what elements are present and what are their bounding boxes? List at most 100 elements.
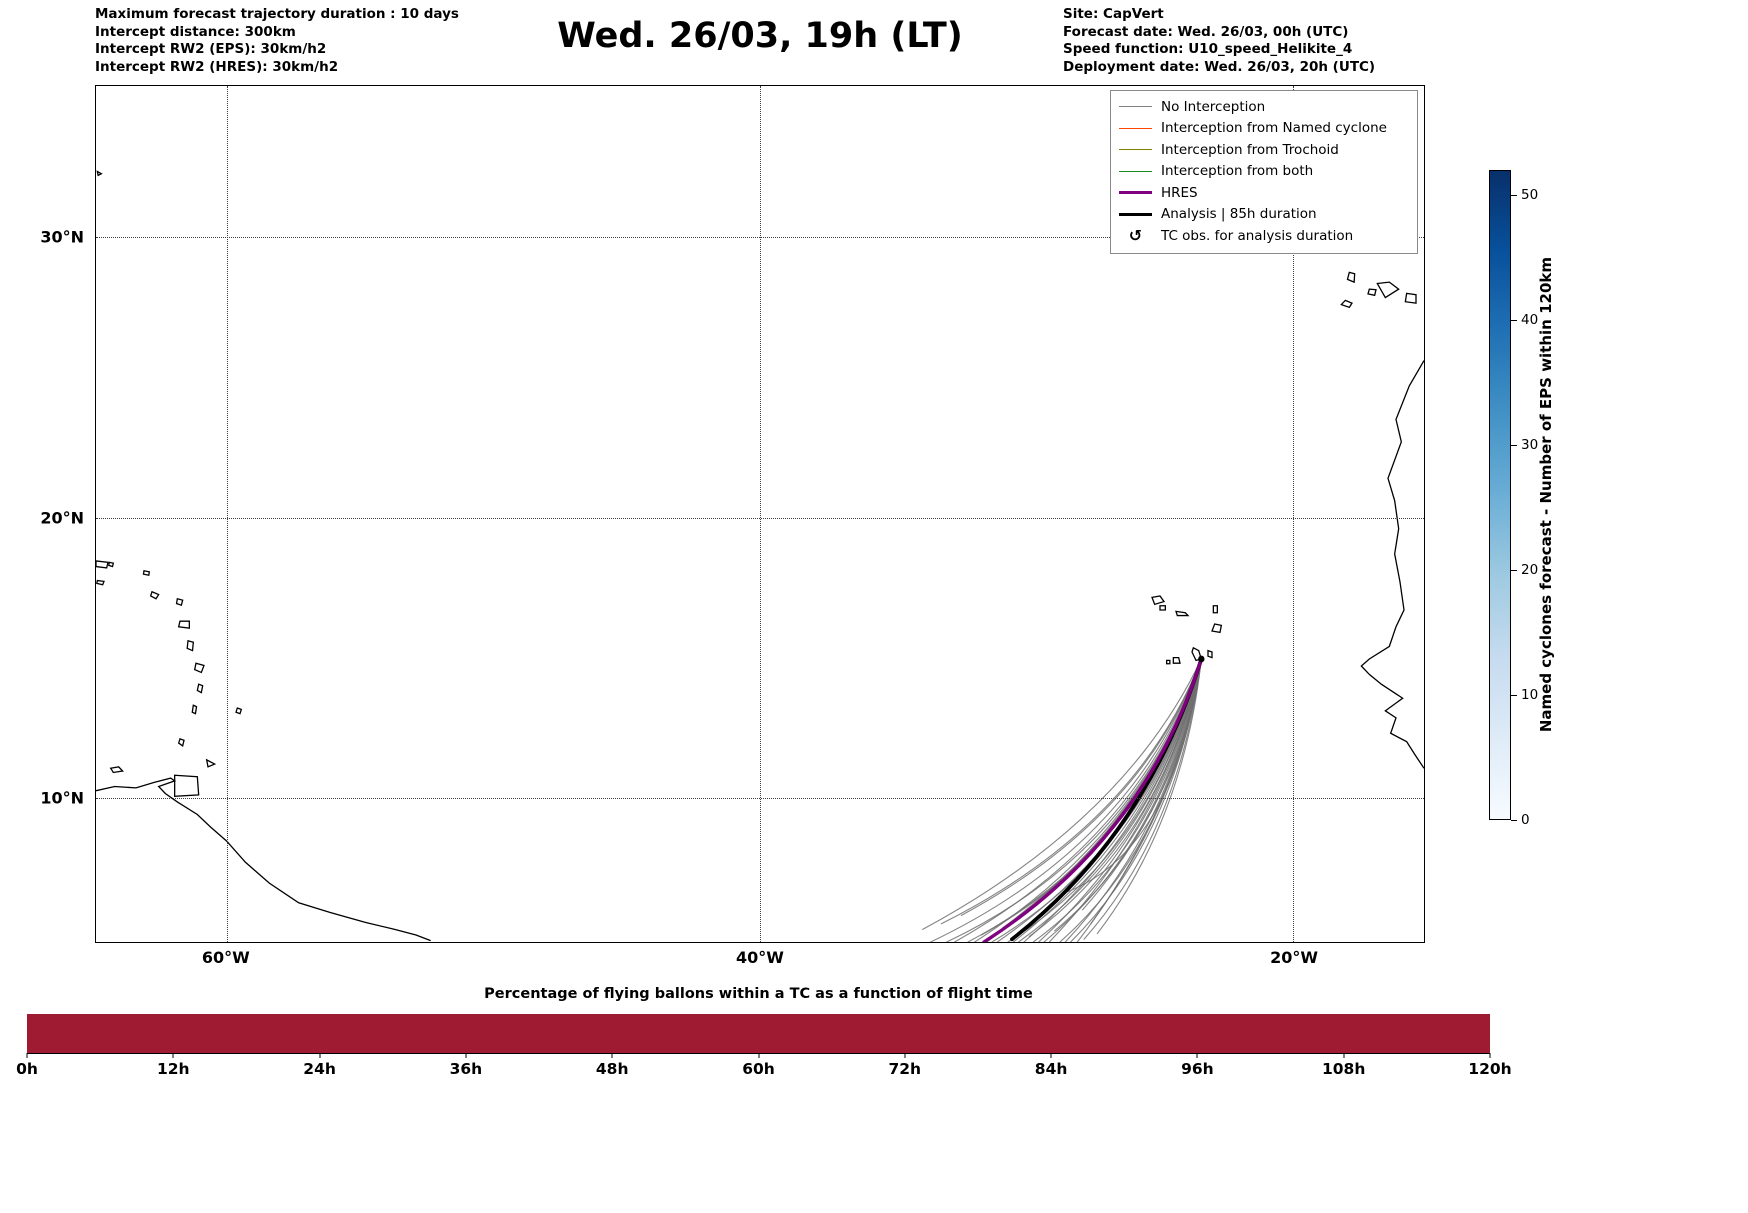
- intercept-distance-text: Intercept distance: 300km: [95, 23, 296, 40]
- legend-entry: ↺ TC obs. for analysis duration: [1119, 225, 1407, 247]
- bottom-chart-title: Percentage of flying ballons within a TC…: [484, 986, 1033, 1002]
- flight-time-tick-label: 36h: [449, 1060, 483, 1078]
- coastline: [151, 592, 159, 599]
- colorbar-tick-label: 50: [1521, 187, 1539, 203]
- site-text: Site: CapVert: [1063, 6, 1164, 22]
- coastline: [143, 571, 149, 575]
- eps-trajectory: [1083, 659, 1202, 910]
- coastline: [1173, 658, 1180, 664]
- coastline: [1167, 660, 1170, 663]
- coastline: [187, 641, 193, 651]
- latitude-axis: 30°N 20°N 10°N: [0, 85, 88, 943]
- legend-line-sample: [1119, 170, 1152, 172]
- ytick-label: 10°N: [40, 788, 84, 808]
- gridline-lon-40w: [760, 86, 761, 942]
- coastline: [97, 171, 101, 175]
- flight-time-tick-label: 60h: [742, 1060, 775, 1078]
- ytick-label: 20°N: [40, 508, 84, 527]
- coastline: [1160, 606, 1165, 610]
- flight-time-tick-label: 48h: [595, 1060, 629, 1078]
- eps-trajectory: [923, 659, 1202, 929]
- map-geometry-svg: [96, 86, 1424, 942]
- coastline: [109, 562, 114, 566]
- eps-trajectory: [941, 659, 1201, 924]
- coastline: [207, 760, 215, 767]
- speed-function-text: Speed function: U10_speed_Helikite_4: [1063, 41, 1353, 57]
- eps-trajectory: [997, 659, 1201, 942]
- launch-point: [1198, 655, 1205, 663]
- coastline: [197, 684, 202, 692]
- coastline: [1347, 272, 1354, 282]
- colorbar-tick-label: 20: [1521, 562, 1539, 578]
- colorbar: [1489, 170, 1511, 820]
- trajectory-map: No Interception Interception from Named c…: [95, 85, 1425, 943]
- coastline: [1361, 361, 1424, 769]
- tc-percentage-bar: [27, 1014, 1490, 1053]
- colorbar-tick-mark: [1511, 320, 1517, 321]
- coastline: [97, 581, 104, 585]
- intercept-rw2-hres-text: Intercept RW2 (HRES): 30km/h2: [95, 58, 339, 75]
- xtick-label: 60°W: [201, 948, 250, 967]
- legend-entry-label: No Interception: [1161, 98, 1266, 115]
- legend-entry: Interception from Named cyclone: [1119, 118, 1407, 140]
- flight-time-tick-mark: [611, 1053, 613, 1058]
- header-right-info: Site: CapVert Forecast date: Wed. 26/03,…: [1063, 6, 1375, 76]
- gridline-lon-60w: [226, 86, 228, 942]
- header-left-info: Maximum forecast trajectory duration : 1…: [95, 6, 459, 76]
- coastline: [177, 599, 183, 605]
- eps-trajectory: [1024, 659, 1201, 942]
- flight-time-tick-label: 24h: [303, 1060, 336, 1078]
- eps-trajectory: [1019, 659, 1202, 942]
- legend-entry: HRES: [1119, 182, 1407, 204]
- xtick-label: 40°W: [736, 948, 784, 967]
- xtick-label: 20°W: [1270, 948, 1319, 967]
- colorbar-tick-mark: [1511, 695, 1517, 696]
- ytick-label: 30°N: [40, 227, 84, 247]
- coastline: [1405, 293, 1416, 303]
- legend-entry-label: TC obs. for analysis duration: [1161, 227, 1354, 244]
- colorbar-ticks: 0 10 20 30 40 50: [1511, 170, 1551, 828]
- colorbar-tick-label: 0: [1521, 812, 1530, 828]
- legend-entry-label: Interception from Trochoid: [1161, 141, 1339, 158]
- flight-time-tick-mark: [26, 1053, 28, 1058]
- legend-line-sample: [1119, 212, 1152, 216]
- flight-time-tick-mark: [1343, 1053, 1345, 1058]
- coastline: [195, 663, 204, 672]
- flight-time-tick-mark: [1196, 1053, 1198, 1058]
- flight-time-tick-label: 72h: [888, 1060, 922, 1078]
- tc-obs-icon: ↺: [1128, 225, 1143, 245]
- forecast-date-text: Forecast date: Wed. 26/03, 00h (UTC): [1063, 23, 1349, 40]
- eps-trajectory: [1044, 659, 1201, 942]
- coastline: [1152, 596, 1164, 604]
- coastline: [179, 739, 184, 746]
- eps-trajectory: [1064, 659, 1201, 893]
- coastline: [111, 767, 123, 773]
- colorbar-tick-label: 30: [1521, 437, 1539, 453]
- gridline-lon-20w: [1293, 86, 1295, 942]
- coastline: [96, 561, 108, 568]
- colorbar-tick-mark: [1511, 570, 1517, 571]
- flight-time-tick-mark: [1489, 1053, 1491, 1058]
- coastline: [179, 621, 190, 628]
- legend-entry-label: HRES: [1161, 184, 1198, 201]
- legend-entry: Interception from both: [1119, 161, 1407, 183]
- colorbar-tick-label: 40: [1521, 312, 1539, 328]
- coastline: [1212, 624, 1221, 632]
- colorbar-tick-mark: [1511, 820, 1517, 821]
- flight-time-tick-label: 120h: [1468, 1060, 1512, 1078]
- eps-trajectory: [968, 659, 1201, 942]
- legend-entry: Analysis | 85h duration: [1119, 204, 1407, 226]
- legend-line-sample: [1119, 149, 1152, 151]
- map-legend: No Interception Interception from Named c…: [1110, 90, 1418, 254]
- coastline: [1208, 651, 1212, 658]
- max-duration-text: Maximum forecast trajectory duration : 1…: [95, 6, 459, 22]
- eps-trajectory: [961, 659, 1201, 915]
- coastline: [1377, 282, 1398, 297]
- legend-line-sample: [1119, 106, 1152, 108]
- coastline: [236, 708, 241, 714]
- flight-time-tick-mark: [758, 1053, 759, 1058]
- colorbar-tick-label: 10: [1521, 687, 1539, 703]
- coastline: [1213, 606, 1217, 613]
- longitude-axis: 60°W 40°W 20°W: [95, 948, 1425, 976]
